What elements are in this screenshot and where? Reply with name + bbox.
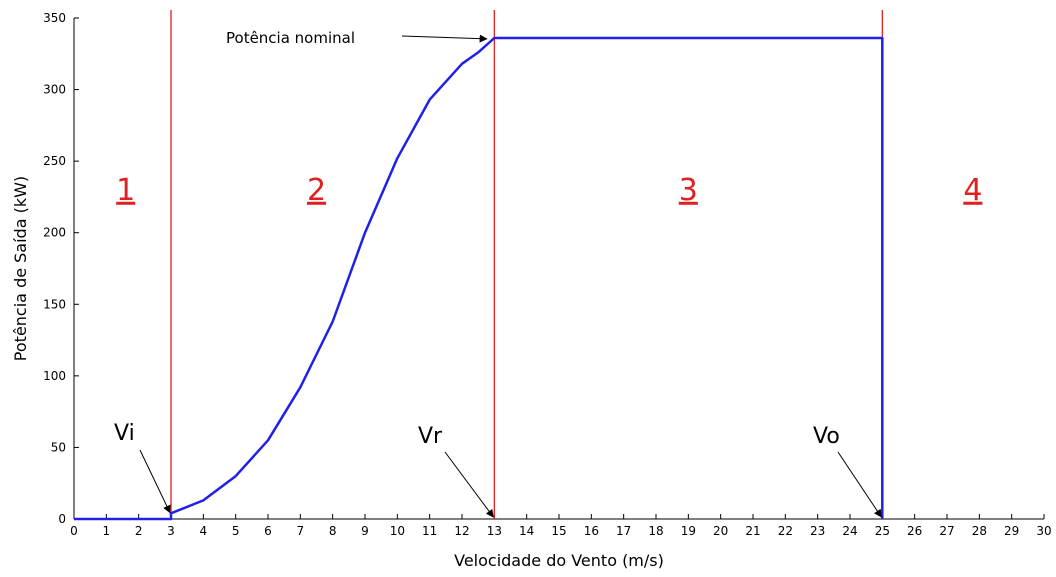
x-tick-label: 16 (584, 524, 599, 538)
annotations: Vi Vr Vo Potência nominal (114, 29, 882, 518)
y-tick-label: 300 (43, 83, 66, 97)
y-tick-label: 150 (43, 297, 66, 311)
x-tick-label: 23 (810, 524, 825, 538)
x-tick-label: 20 (713, 524, 728, 538)
series-group (74, 36, 884, 521)
x-tick-label: 26 (907, 524, 922, 538)
x-tick-label: 15 (551, 524, 566, 538)
region-label-3: 3 (679, 173, 698, 208)
x-tick-label: 19 (681, 524, 696, 538)
annotation-nominal-arrow (401, 34, 488, 43)
x-axis-ticks: 0 1 2 3 4 5 6 7 8 9 10 11 12 13 14 15 16 17 18 19 20 21 22 23 24… (70, 514, 1052, 538)
x-tick-label: 29 (1004, 524, 1019, 538)
x-tick-label: 6 (264, 524, 272, 538)
x-axis-title: Velocidade do Vento (m/s) (454, 551, 664, 570)
y-tick-label: 250 (43, 154, 66, 168)
y-axis-ticks: 0 50 100 150 200 250 300 350 (43, 11, 79, 526)
x-tick-label: 14 (519, 524, 534, 538)
x-tick-label: 2 (135, 524, 143, 538)
annotation-vr-arrow (444, 451, 494, 518)
axes (73, 18, 1044, 520)
region-boundaries (170, 10, 883, 519)
x-tick-label: 13 (487, 524, 502, 538)
x-tick-label: 3 (167, 524, 175, 538)
annotation-vo-label: Vo (813, 424, 840, 449)
annotation-vi-label: Vi (114, 421, 135, 446)
y-tick-label: 350 (43, 11, 66, 25)
annotation-nominal-label: Potência nominal (226, 29, 355, 47)
annotation-vr-label: Vr (418, 424, 443, 449)
x-tick-label: 18 (648, 524, 663, 538)
x-tick-label: 11 (422, 524, 437, 538)
x-tick-label: 24 (842, 524, 857, 538)
power-curve-line (74, 36, 884, 521)
x-tick-label: 10 (390, 524, 405, 538)
x-tick-label: 21 (745, 524, 760, 538)
x-tick-label: 30 (1036, 524, 1051, 538)
y-axis-title: Potência de Saída (kW) (11, 176, 30, 361)
x-tick-label: 9 (361, 524, 369, 538)
region-label-1: 1 (116, 173, 135, 208)
x-tick-label: 25 (875, 524, 890, 538)
y-tick-label: 50 (51, 440, 66, 454)
annotation-vo-arrow (837, 451, 882, 518)
x-tick-label: 12 (454, 524, 469, 538)
y-tick-label: 0 (58, 512, 66, 526)
x-tick-label: 8 (329, 524, 337, 538)
x-tick-label: 4 (200, 524, 208, 538)
x-tick-label: 28 (972, 524, 987, 538)
x-tick-label: 17 (616, 524, 631, 538)
region-labels: 1 2 3 4 (116, 173, 982, 208)
y-tick-label: 100 (43, 369, 66, 383)
y-tick-label: 200 (43, 226, 66, 240)
region-label-4: 4 (963, 173, 982, 208)
x-tick-label: 22 (778, 524, 793, 538)
x-tick-label: 27 (939, 524, 954, 538)
region-label-2: 2 (307, 173, 326, 208)
x-tick-label: 1 (103, 524, 111, 538)
x-tick-label: 7 (297, 524, 305, 538)
annotation-vi-arrow (139, 449, 171, 514)
x-tick-label: 0 (70, 524, 78, 538)
x-tick-label: 5 (232, 524, 240, 538)
